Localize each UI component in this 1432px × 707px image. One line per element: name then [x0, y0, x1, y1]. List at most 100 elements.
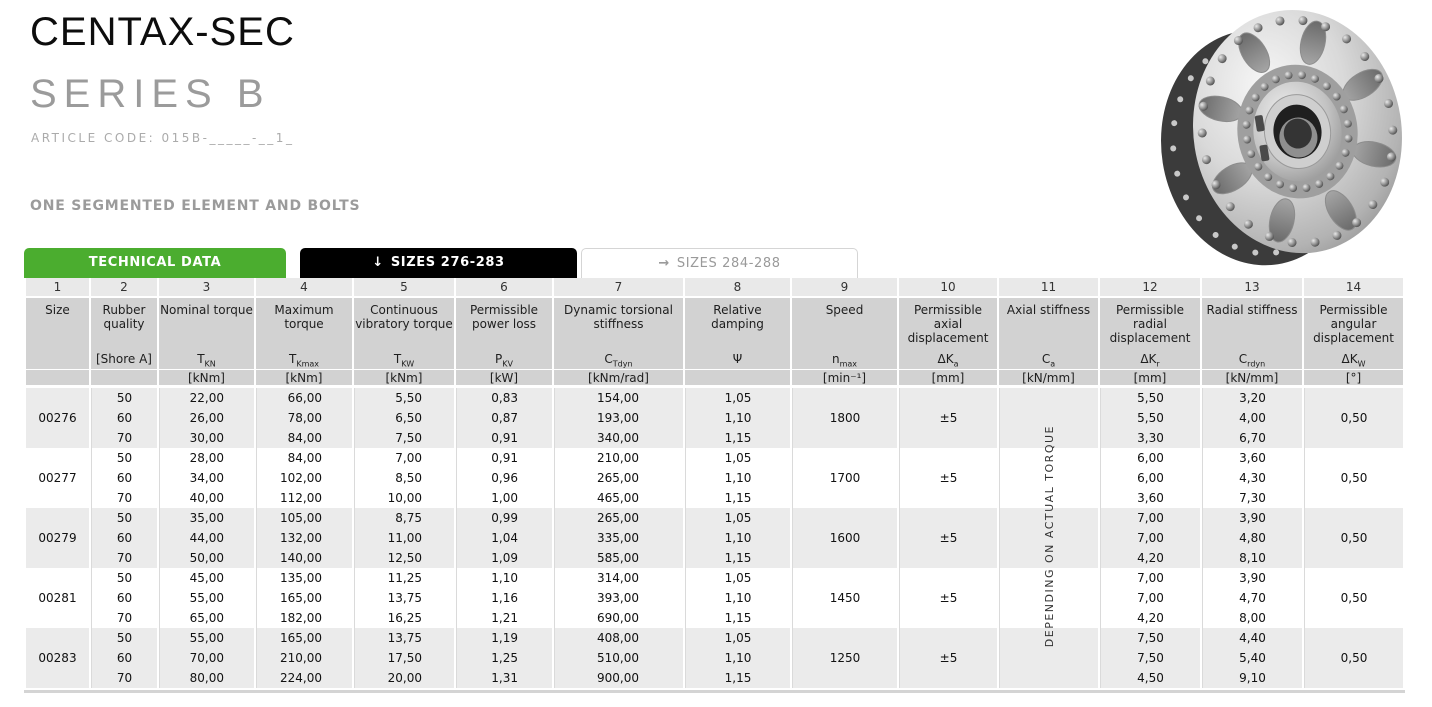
table-row: 60 44,00 132,00 11,00 1,04 335,00 1,10 7,00 4,80 [26, 528, 1403, 548]
column-name: Axial stiffness [1006, 303, 1091, 317]
value-cell: 66,00 [256, 388, 352, 408]
section-label: ONE SEGMENTED ELEMENT AND BOLTS [30, 198, 361, 214]
value-cell: 40,00 [159, 488, 254, 508]
column-unit-cell: [mm] [1100, 369, 1200, 388]
value-cell: 84,00 [256, 448, 352, 468]
column-symbol: ΔKa [937, 352, 959, 369]
axial-stiffness-note: DEPENDING ON ACTUAL TORQUE [1042, 425, 1056, 648]
speed-cell: 1600 [792, 508, 897, 568]
value-cell: 8,75 [354, 508, 454, 528]
size-cell: 00281 [26, 568, 89, 628]
value-cell: 1,10 [685, 468, 790, 488]
column-name: Permissible axial displacement [907, 303, 989, 345]
value-cell: 224,00 [256, 668, 352, 688]
column-header-cell: Permissible power loss PKV [456, 298, 552, 369]
value-cell: 0,83 [456, 388, 552, 408]
value-cell: 105,00 [256, 508, 352, 528]
column-header-cell: Radial stiffness Crdyn [1202, 298, 1302, 369]
value-cell: 265,00 [554, 508, 683, 528]
value-cell: 1,09 [456, 548, 552, 568]
value-cell: 690,00 [554, 608, 683, 628]
value-cell: 11,00 [354, 528, 454, 548]
value-cell: 140,00 [256, 548, 352, 568]
column-header-cell: Permissible radial displacement ΔKr [1100, 298, 1200, 369]
column-symbol: nmax [831, 352, 858, 369]
column-name: Permissible angular displacement [1313, 303, 1394, 345]
value-cell: 70 [91, 668, 157, 688]
value-cell: 265,00 [554, 468, 683, 488]
angular-displacement-cell: 0,50 [1304, 628, 1403, 688]
column-name: Nominal torque [160, 303, 253, 317]
value-cell: 3,60 [1202, 448, 1302, 468]
value-cell: 340,00 [554, 428, 683, 448]
column-symbol: PKV [495, 352, 513, 369]
axial-displacement-cell: ±5 [899, 388, 997, 448]
table-row: 70 40,00 112,00 10,00 1,00 465,00 1,15 3,60 7,30 [26, 488, 1403, 508]
value-cell: 11,25 [354, 568, 454, 588]
table-row: 70 50,00 140,00 12,50 1,09 585,00 1,15 4,20 8,10 [26, 548, 1403, 568]
column-header-cell: Dynamic torsional stiffness CTdyn [554, 298, 683, 369]
column-symbol: TKN [197, 352, 216, 369]
column-symbol: CTdyn [604, 352, 633, 369]
value-cell: 1,25 [456, 648, 552, 668]
value-cell: 7,00 [354, 448, 454, 468]
value-cell: 7,50 [1100, 628, 1200, 648]
value-cell: 1,16 [456, 588, 552, 608]
table-row: 60 34,00 102,00 8,50 0,96 265,00 1,10 6,00 4,30 [26, 468, 1403, 488]
column-header-cell: Permissible axial displacement ΔKa [899, 298, 997, 369]
value-cell: 26,00 [159, 408, 254, 428]
value-cell: 50 [91, 448, 157, 468]
value-cell: 50 [91, 628, 157, 648]
value-cell: 1,10 [456, 568, 552, 588]
value-cell: 0,91 [456, 428, 552, 448]
column-number-cell: 14 [1304, 278, 1403, 298]
value-cell: 13,75 [354, 588, 454, 608]
value-cell: 314,00 [554, 568, 683, 588]
value-cell: 4,00 [1202, 408, 1302, 428]
value-cell: 1,15 [685, 428, 790, 448]
value-cell: 1,05 [685, 508, 790, 528]
column-header-cell: Nominal torque TKN [159, 298, 254, 369]
value-cell: 1,04 [456, 528, 552, 548]
value-cell: 7,00 [1100, 528, 1200, 548]
column-unit-cell: [kNm] [159, 369, 254, 388]
tab-sizes-284-288[interactable]: → SIZES 284-288 [581, 248, 858, 278]
table-row: 70 30,00 84,00 7,50 0,91 340,00 1,15 3,30 6,70 [26, 428, 1403, 448]
column-symbol: ΔKr [1140, 352, 1160, 369]
value-cell: 5,50 [1100, 388, 1200, 408]
table-row: 60 26,00 78,00 6,50 0,87 193,00 1,10 5,50 4,00 [26, 408, 1403, 428]
value-cell: 1,05 [685, 568, 790, 588]
value-cell: 65,00 [159, 608, 254, 628]
column-number-cell: 8 [685, 278, 790, 298]
value-cell: 55,00 [159, 588, 254, 608]
value-cell: 60 [91, 468, 157, 488]
column-number-cell: 7 [554, 278, 683, 298]
value-cell: 70 [91, 488, 157, 508]
coupling-product-image [1130, 0, 1430, 278]
value-cell: 3,20 [1202, 388, 1302, 408]
value-cell: 6,00 [1100, 468, 1200, 488]
value-cell: 70 [91, 428, 157, 448]
column-header-cell: Permissible angular displacement ΔKW [1304, 298, 1403, 369]
value-cell: 9,10 [1202, 668, 1302, 688]
value-cell: 34,00 [159, 468, 254, 488]
tab-sizes-276-283[interactable]: ↓ SIZES 276-283 [300, 248, 577, 278]
column-name: Relative damping [711, 303, 764, 331]
value-cell: 6,70 [1202, 428, 1302, 448]
tab-technical-data[interactable]: TECHNICAL DATA [24, 248, 286, 278]
article-code: ARTICLE CODE: 015B-_____-__1_ [31, 131, 295, 145]
value-cell: 1,21 [456, 608, 552, 628]
column-name: Size [45, 303, 70, 317]
value-cell: 4,30 [1202, 468, 1302, 488]
table-row: 60 55,00 165,00 13,75 1,16 393,00 1,10 7,00 4,70 [26, 588, 1403, 608]
value-cell: 585,00 [554, 548, 683, 568]
column-header-cell: Maximum torque TKmax [256, 298, 352, 369]
value-cell: 10,00 [354, 488, 454, 508]
value-cell: 60 [91, 528, 157, 548]
column-unit-cell: [kNm] [256, 369, 352, 388]
value-cell: 35,00 [159, 508, 254, 528]
column-number-cell: 6 [456, 278, 552, 298]
value-cell: 5,50 [354, 388, 454, 408]
column-symbol: [Shore A] [95, 352, 152, 366]
value-cell: 4,20 [1100, 608, 1200, 628]
